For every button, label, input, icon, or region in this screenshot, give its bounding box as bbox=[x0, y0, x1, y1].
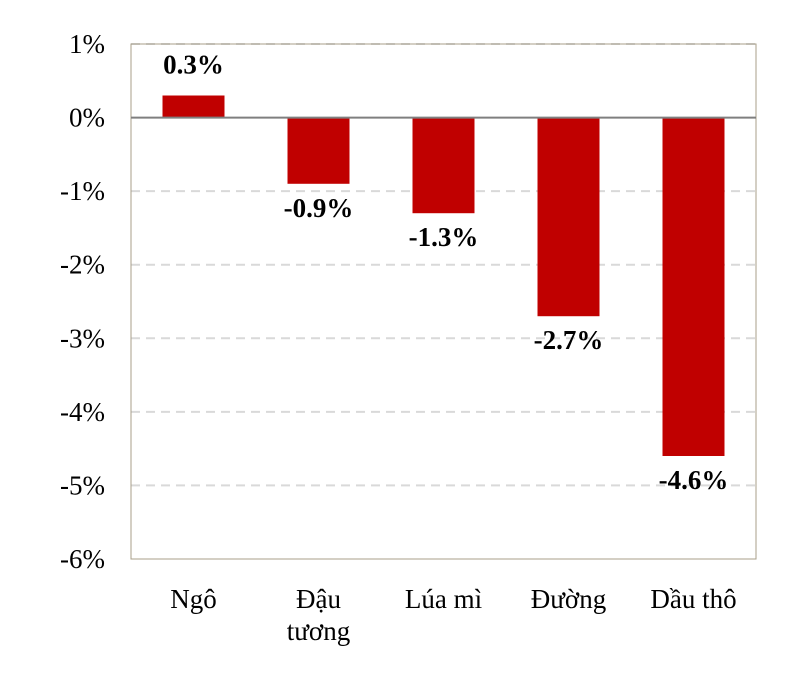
bar bbox=[662, 117, 725, 457]
y-tick-label: -1% bbox=[60, 176, 105, 206]
y-tick-label: -2% bbox=[60, 250, 105, 280]
data-labels: 0.3% -0.9% -1.3% -2.7% -4.6% bbox=[163, 50, 728, 496]
plot-area-frame bbox=[130, 43, 757, 560]
bar bbox=[412, 117, 475, 214]
y-tick-label: -3% bbox=[60, 323, 105, 353]
y-tick-label: 0% bbox=[69, 103, 105, 133]
y-tick-label: 1% bbox=[69, 29, 105, 59]
bar bbox=[162, 95, 225, 118]
bar bbox=[537, 117, 600, 317]
x-category-label: Ngô bbox=[170, 584, 217, 614]
x-category-label: Lúa mì bbox=[405, 584, 482, 614]
x-category-label: Đường bbox=[531, 584, 606, 614]
data-label: -2.7% bbox=[534, 325, 604, 355]
bar bbox=[287, 117, 350, 184]
x-axis-category-labels: Ngô Đậu tương Lúa mì Đường Dầu thô bbox=[170, 584, 736, 646]
bar-series bbox=[162, 95, 725, 457]
y-tick-label: -6% bbox=[60, 544, 105, 574]
data-label: -4.6% bbox=[659, 465, 729, 495]
y-axis-tick-labels: 1% 0% -1% -2% -3% -4% -5% -6% bbox=[60, 29, 105, 574]
gridlines bbox=[131, 43, 756, 487]
y-tick-label: -5% bbox=[60, 470, 105, 500]
data-label: -0.9% bbox=[284, 193, 354, 223]
data-label: -1.3% bbox=[409, 222, 479, 252]
y-tick-label: -4% bbox=[60, 397, 105, 427]
x-category-label: Dầu thô bbox=[650, 584, 736, 614]
x-category-label: Đậu tương bbox=[287, 584, 350, 646]
data-label: 0.3% bbox=[163, 50, 224, 80]
